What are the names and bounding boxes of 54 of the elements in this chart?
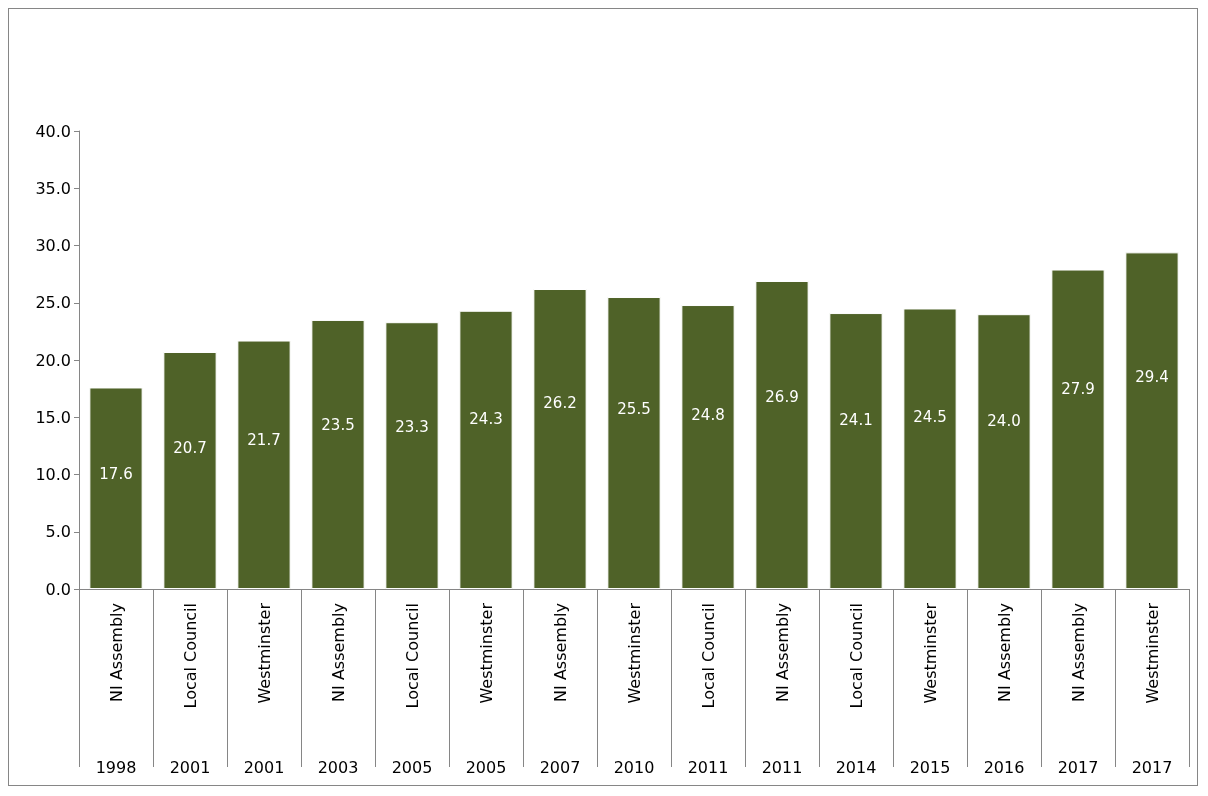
y-tick-label: 20.0: [35, 350, 71, 370]
bar: [237, 340, 291, 589]
data-label: 24.5: [913, 408, 947, 427]
y-tick-label: 0.0: [45, 579, 71, 599]
bar: [977, 314, 1031, 589]
data-label: 23.3: [395, 417, 429, 436]
bar: [755, 281, 809, 589]
category-label: Westminster 2017: [1131, 603, 1173, 777]
data-label: 24.1: [839, 411, 873, 430]
bar: [607, 297, 661, 589]
bar: [89, 387, 143, 589]
y-tick-label: 15.0: [35, 407, 71, 427]
category-label: NI Assembly 2017: [1057, 603, 1099, 777]
bar: [385, 322, 439, 589]
category-label: Westminster 2010: [613, 603, 655, 777]
category-label: NI Assembly 1998: [95, 603, 137, 777]
category-label: Local Council 2014: [835, 603, 877, 777]
category-label: NI Assembly 2016: [983, 603, 1025, 777]
data-label: 26.2: [543, 394, 577, 413]
data-label: 27.9: [1061, 379, 1095, 398]
category-label: Westminster 2005: [465, 603, 507, 777]
y-tick-label: 35.0: [35, 178, 71, 198]
data-label: 25.5: [617, 399, 651, 418]
y-tick-label: 10.0: [35, 465, 71, 484]
data-label: 20.7: [173, 439, 207, 458]
data-label: 29.4: [1135, 367, 1169, 386]
data-label: 23.5: [321, 416, 355, 435]
data-label: 24.0: [987, 412, 1021, 431]
y-tick-label: 40.0: [35, 121, 71, 141]
bar: [829, 313, 883, 589]
category-label: Local Council 2011: [687, 603, 729, 777]
category-label: Local Council 2005: [391, 603, 433, 777]
category-label: NI Assembly 2003: [317, 603, 359, 777]
y-tick-label: 30.0: [35, 236, 71, 255]
bar: [459, 310, 513, 589]
category-label: Westminster 2015: [909, 603, 951, 777]
bar: [163, 351, 217, 589]
bar: [1051, 269, 1105, 589]
bar: [533, 289, 587, 589]
data-label: 26.9: [765, 388, 799, 407]
category-label: NI Assembly 2011: [761, 603, 803, 777]
category-label: Local Council 2001: [169, 603, 211, 777]
data-label: 21.7: [247, 431, 281, 450]
bar: [311, 319, 365, 589]
category-label: Westminster 2001: [243, 603, 285, 777]
y-tick-label: 5.0: [45, 522, 71, 542]
bar: [903, 308, 957, 589]
data-label: 24.8: [691, 405, 725, 424]
bar: [681, 305, 735, 589]
category-label: NI Assembly 2007: [539, 603, 581, 777]
y-tick-label: 25.0: [35, 293, 71, 313]
data-label: 17.6: [99, 464, 133, 483]
bar: [1125, 252, 1179, 589]
data-label: 24.3: [469, 409, 503, 428]
